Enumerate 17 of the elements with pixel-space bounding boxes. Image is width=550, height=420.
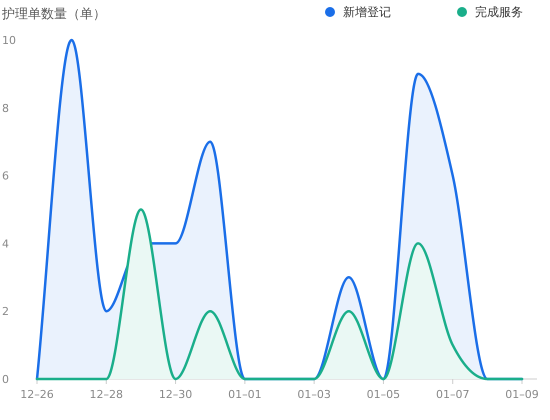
x-tick-label: 12–28 — [90, 388, 124, 401]
x-tick-label: 12–26 — [20, 388, 54, 401]
x-tick-label: 01–07 — [436, 388, 470, 401]
y-axis-title: 护理单数量（单） — [1, 7, 106, 22]
y-tick-label: 0 — [2, 373, 9, 386]
legend-label: 新增登记 — [343, 5, 391, 19]
x-tick-label: 01–09 — [505, 388, 539, 401]
x-tick-label: 12–30 — [158, 388, 192, 401]
y-tick-label: 8 — [2, 102, 9, 115]
legend-label: 完成服务 — [475, 5, 523, 19]
x-tick-label: 01–01 — [228, 388, 262, 401]
y-tick-label: 4 — [2, 237, 9, 250]
x-tick-label: 01–03 — [297, 388, 331, 401]
x-tick-label: 01–05 — [366, 388, 400, 401]
y-tick-label: 6 — [2, 170, 9, 183]
y-tick-label: 2 — [2, 305, 9, 318]
y-tick-label: 10 — [2, 34, 16, 47]
